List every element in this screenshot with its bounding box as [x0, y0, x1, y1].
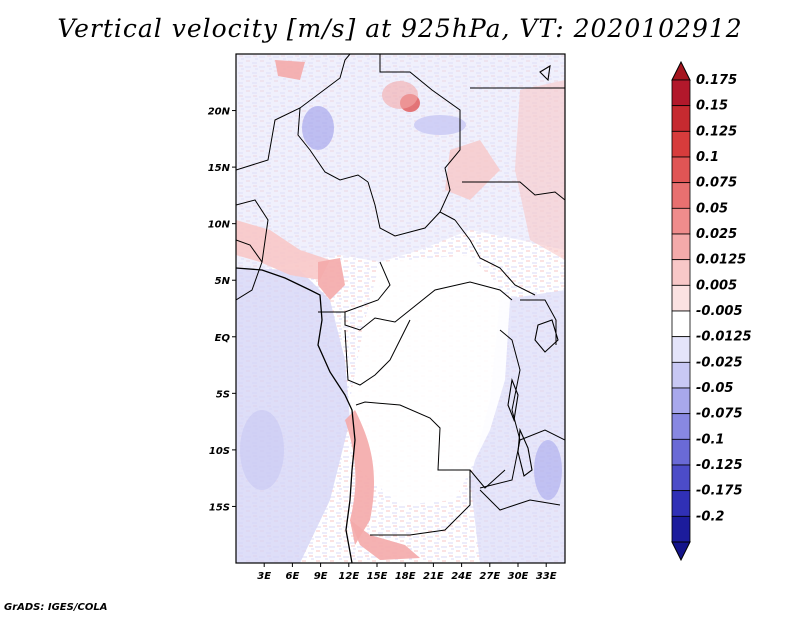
latitude-axis: 20N 15N 10N 5N EQ 5S 10S 15S: [208, 107, 236, 513]
colorbar-label: -0.2: [696, 509, 724, 524]
colorbar-label: -0.175: [696, 484, 743, 499]
lon-tick-label: 24E: [451, 571, 472, 582]
lat-tick-label: 15N: [208, 163, 231, 174]
lat-tick-label: 15S: [209, 502, 230, 513]
velocity-field: [236, 54, 565, 563]
map-panel: [235, 53, 566, 564]
lon-tick-label: 12E: [338, 571, 359, 582]
lon-tick-label: 30E: [508, 571, 529, 582]
colorbar-swatch: [671, 464, 691, 492]
colorbar-swatch: [671, 310, 691, 338]
colorbar: 0.175 0.15 0.125 0.1 0.075 0.05 0.025 0.0125 0.0…: [671, 60, 752, 562]
lon-tick-label: 3E: [257, 571, 271, 582]
lat-tick-label: 5S: [216, 389, 230, 400]
colorbar-label: -0.125: [696, 458, 743, 473]
lon-tick-label: 21E: [423, 571, 444, 582]
colorbar-label: 0.05: [696, 201, 728, 216]
colorbar-swatch: [671, 259, 691, 286]
colorbar-label: 0.125: [696, 124, 737, 139]
colorbar-label: -0.025: [696, 355, 743, 370]
lakes: [507, 64, 559, 477]
colorbar-swatch: [671, 233, 691, 261]
colorbar-label: 0.075: [696, 176, 737, 191]
lon-tick-label: 6E: [286, 571, 300, 582]
lon-tick-label: 27E: [479, 571, 500, 582]
colorbar-swatch: [671, 336, 691, 363]
colorbar-swatch: [671, 105, 691, 132]
credit-label: GrADS: IGES/COLA: [4, 602, 108, 613]
colorbar-swatch: [671, 438, 691, 466]
lon-tick-label: 9E: [314, 571, 328, 582]
colorbar-label: 0.175: [696, 73, 737, 88]
map-title: Vertical velocity [m/s] at 925hPa, VT: 2…: [57, 14, 743, 43]
colorbar-label: -0.0125: [696, 330, 752, 345]
colorbar-label: 0.15: [696, 99, 728, 114]
colorbar-label: 0.025: [696, 227, 737, 242]
colorbar-swatch: [671, 130, 691, 158]
colorbar-bottom-arrow: [671, 541, 691, 562]
colorbar-swatch: [671, 284, 691, 312]
lat-tick-label: 10N: [208, 220, 231, 231]
colorbar-label: 0.1: [696, 150, 719, 165]
lon-tick-label: 18E: [395, 571, 416, 582]
lat-tick-label: EQ: [215, 333, 231, 344]
colorbar-label: 0.0125: [696, 253, 746, 268]
lon-tick-label: 15E: [367, 571, 388, 582]
coastline: [236, 267, 356, 563]
longitude-axis: 3E 6E 9E 12E 15E 18E 21E 24E 27E 30E 33E: [257, 563, 557, 582]
colorbar-swatch: [671, 156, 691, 184]
colorbar-swatch: [671, 387, 691, 415]
lat-tick-label: 10S: [209, 446, 230, 457]
colorbar-label: -0.005: [696, 304, 743, 319]
colorbar-top-arrow: [671, 60, 691, 81]
colorbar-label: 0.005: [696, 278, 737, 293]
lat-tick-label: 5N: [215, 276, 231, 287]
country-borders: [236, 54, 565, 536]
colorbar-label: -0.075: [696, 407, 743, 422]
lat-tick-label: 20N: [208, 107, 231, 118]
colorbar-swatch: [671, 207, 691, 235]
colorbar-swatch: [671, 490, 691, 517]
colorbar-swatch: [671, 79, 691, 107]
colorbar-label: -0.1: [696, 432, 724, 447]
colorbar-swatch: [671, 182, 691, 209]
lon-tick-label: 33E: [536, 571, 557, 582]
colorbar-swatch: [671, 515, 691, 543]
colorbar-label: -0.05: [696, 381, 733, 396]
colorbar-swatch: [671, 413, 691, 440]
colorbar-swatch: [671, 361, 691, 389]
